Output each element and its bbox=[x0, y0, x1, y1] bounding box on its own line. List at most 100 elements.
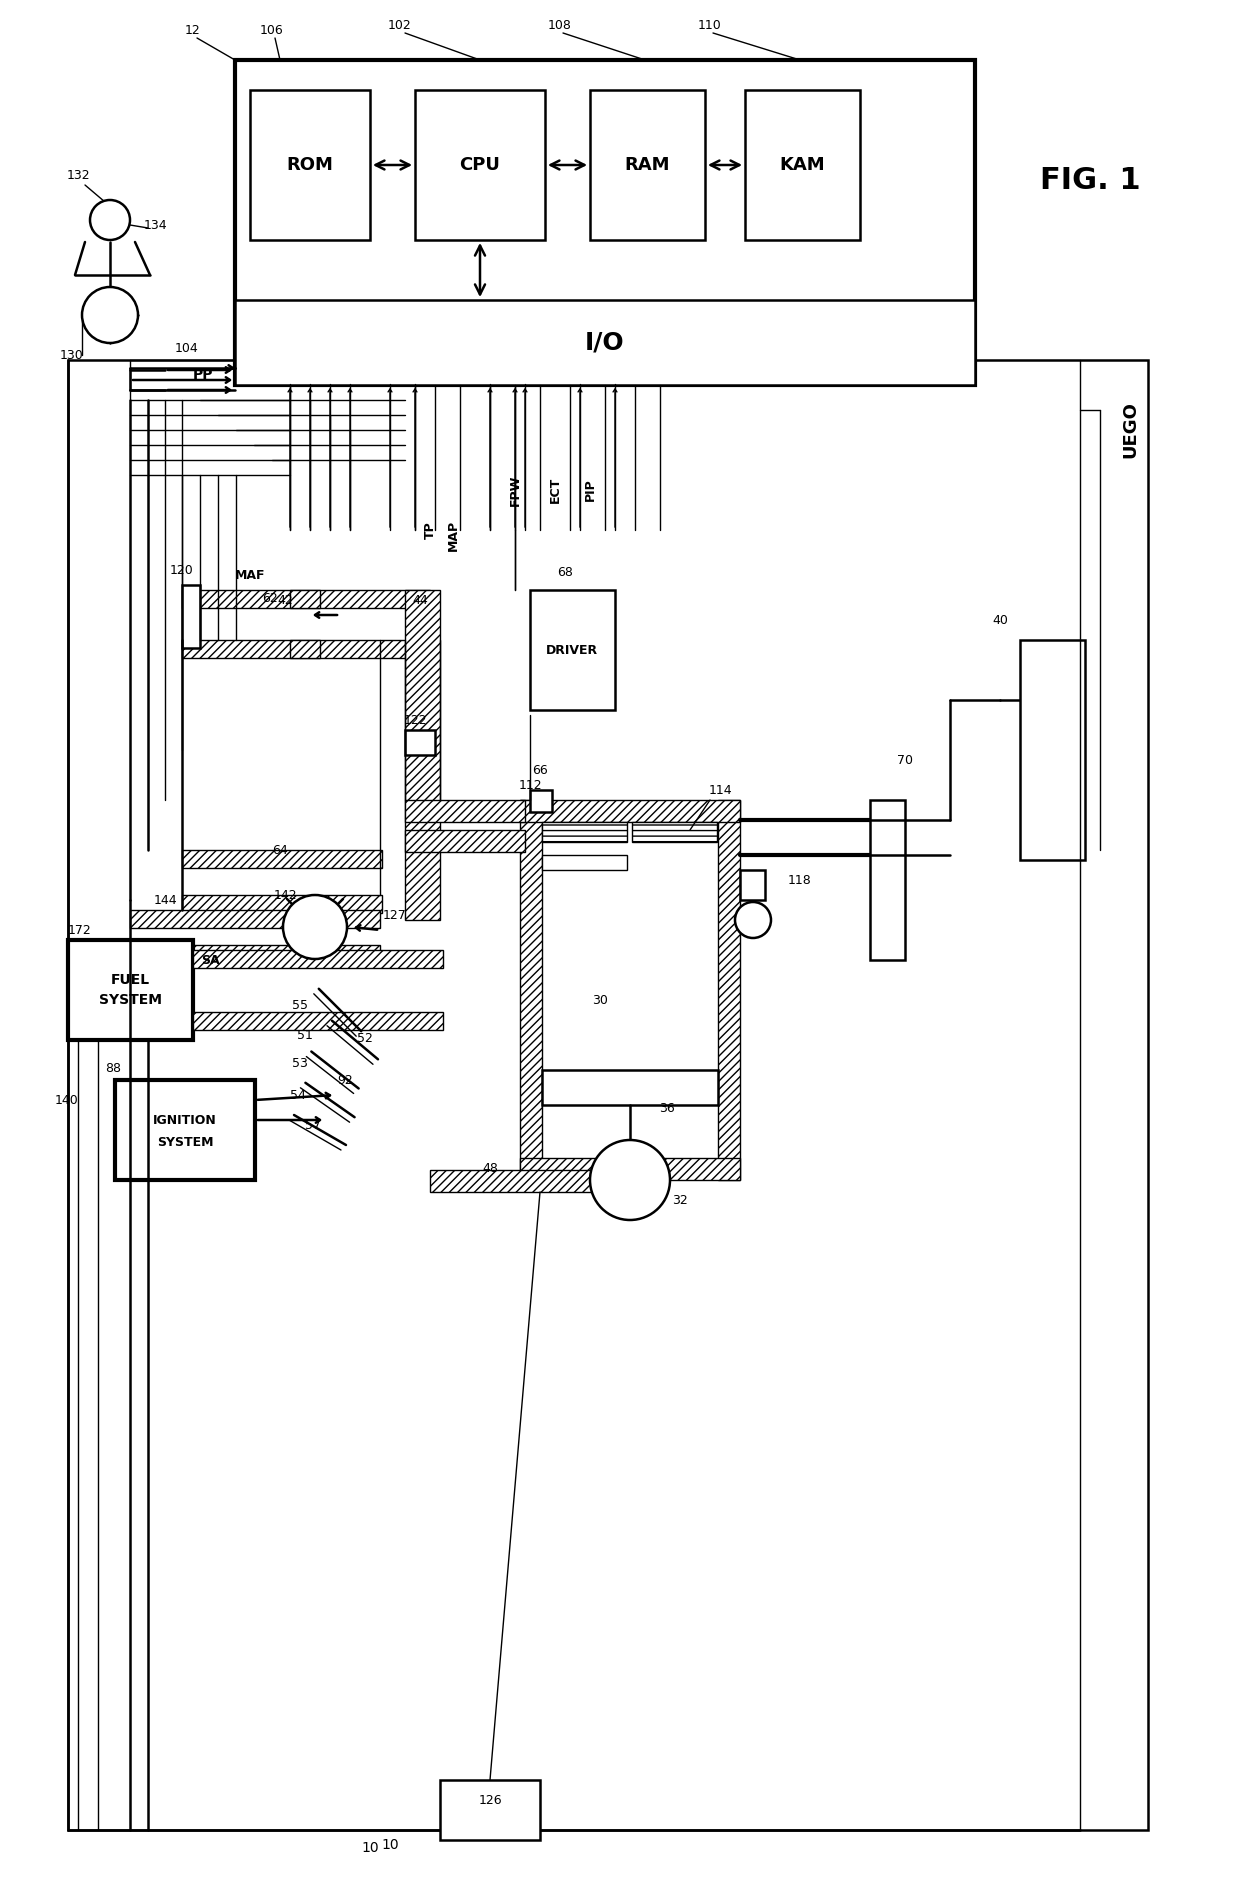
Bar bbox=[182, 590, 430, 609]
Bar bbox=[405, 590, 440, 920]
Text: 55: 55 bbox=[291, 999, 308, 1012]
Text: 112: 112 bbox=[518, 779, 542, 792]
Text: 127: 127 bbox=[383, 909, 407, 922]
Bar bbox=[182, 641, 430, 658]
Text: 52: 52 bbox=[357, 1031, 373, 1044]
Text: 92: 92 bbox=[337, 1073, 353, 1086]
Text: DRIVER: DRIVER bbox=[546, 643, 598, 656]
Bar bbox=[405, 729, 435, 756]
Text: 57: 57 bbox=[305, 1118, 321, 1131]
Bar bbox=[632, 822, 717, 843]
Bar bbox=[542, 1071, 718, 1105]
Bar bbox=[405, 829, 525, 852]
Text: CPU: CPU bbox=[460, 156, 501, 173]
Text: PP: PP bbox=[193, 368, 213, 383]
Text: 66: 66 bbox=[532, 763, 548, 777]
Bar bbox=[430, 1171, 630, 1191]
Text: 40: 40 bbox=[992, 613, 1008, 626]
Bar bbox=[529, 590, 615, 711]
Bar bbox=[130, 944, 379, 963]
Text: FUEL: FUEL bbox=[110, 973, 150, 988]
Bar bbox=[542, 856, 627, 871]
Bar bbox=[520, 799, 740, 822]
Text: 126: 126 bbox=[479, 1793, 502, 1806]
Circle shape bbox=[590, 1140, 670, 1220]
Bar bbox=[740, 871, 765, 899]
Bar bbox=[520, 1157, 740, 1180]
Text: 142: 142 bbox=[273, 888, 296, 901]
Bar bbox=[718, 799, 740, 1180]
Bar bbox=[182, 850, 382, 867]
Text: PIP: PIP bbox=[584, 479, 596, 501]
Text: 68: 68 bbox=[557, 566, 573, 579]
Text: 48: 48 bbox=[482, 1161, 498, 1174]
Circle shape bbox=[91, 200, 130, 239]
Text: TP: TP bbox=[424, 520, 436, 539]
Circle shape bbox=[735, 903, 771, 939]
Text: 114: 114 bbox=[708, 784, 732, 797]
Text: 70: 70 bbox=[897, 754, 913, 767]
Text: 36: 36 bbox=[660, 1101, 675, 1114]
Bar bbox=[115, 1080, 255, 1180]
Bar bbox=[290, 641, 320, 658]
Bar bbox=[68, 941, 193, 1041]
Text: 10: 10 bbox=[361, 1842, 378, 1855]
Bar bbox=[405, 799, 525, 822]
Bar bbox=[590, 90, 706, 239]
Text: 120: 120 bbox=[170, 564, 193, 577]
Bar bbox=[1021, 641, 1085, 860]
Text: 51: 51 bbox=[298, 1029, 312, 1042]
Text: 110: 110 bbox=[698, 19, 722, 32]
Text: KAM: KAM bbox=[779, 156, 825, 173]
Text: MAF: MAF bbox=[236, 569, 265, 581]
Text: RAM: RAM bbox=[624, 156, 670, 173]
Bar bbox=[130, 910, 379, 927]
Text: 130: 130 bbox=[60, 349, 84, 362]
Text: 134: 134 bbox=[143, 219, 167, 232]
Text: 102: 102 bbox=[388, 19, 412, 32]
Text: SYSTEM: SYSTEM bbox=[98, 993, 161, 1007]
Bar bbox=[68, 360, 1148, 1830]
Bar bbox=[236, 300, 975, 385]
Text: 88: 88 bbox=[105, 1061, 122, 1074]
Text: FIG. 1: FIG. 1 bbox=[1039, 166, 1141, 194]
Text: 172: 172 bbox=[68, 924, 92, 937]
Bar bbox=[870, 799, 905, 959]
Text: 62: 62 bbox=[262, 592, 278, 605]
Text: 118: 118 bbox=[789, 873, 812, 886]
Bar bbox=[290, 590, 320, 609]
Text: 44: 44 bbox=[412, 594, 428, 607]
Text: 30: 30 bbox=[591, 993, 608, 1007]
Text: 144: 144 bbox=[154, 893, 177, 907]
Bar bbox=[520, 799, 542, 1180]
Circle shape bbox=[283, 895, 347, 959]
Bar bbox=[542, 822, 627, 843]
Text: 32: 32 bbox=[672, 1193, 688, 1206]
Text: 122: 122 bbox=[403, 714, 427, 726]
Text: ROM: ROM bbox=[286, 156, 334, 173]
Text: 108: 108 bbox=[548, 19, 572, 32]
Text: FPW: FPW bbox=[508, 475, 522, 505]
Text: 132: 132 bbox=[66, 168, 89, 181]
Bar bbox=[193, 1012, 443, 1029]
Text: 12: 12 bbox=[185, 23, 201, 36]
Bar bbox=[529, 790, 552, 812]
Text: 64: 64 bbox=[272, 843, 288, 856]
Bar bbox=[182, 895, 382, 912]
Bar bbox=[415, 90, 546, 239]
Bar bbox=[182, 584, 200, 648]
Text: MAP: MAP bbox=[446, 520, 460, 550]
Bar bbox=[236, 60, 975, 385]
Text: 53: 53 bbox=[293, 1056, 308, 1069]
Text: 10: 10 bbox=[381, 1838, 399, 1851]
Text: 104: 104 bbox=[175, 341, 198, 354]
Text: SA: SA bbox=[201, 954, 219, 967]
Text: 54: 54 bbox=[290, 1088, 306, 1101]
Bar bbox=[745, 90, 861, 239]
Text: ECT: ECT bbox=[548, 477, 562, 503]
Text: SYSTEM: SYSTEM bbox=[156, 1135, 213, 1148]
Text: IGNITION: IGNITION bbox=[153, 1114, 217, 1127]
Text: 42: 42 bbox=[277, 594, 293, 607]
Text: 140: 140 bbox=[55, 1093, 79, 1106]
Text: 106: 106 bbox=[260, 23, 284, 36]
